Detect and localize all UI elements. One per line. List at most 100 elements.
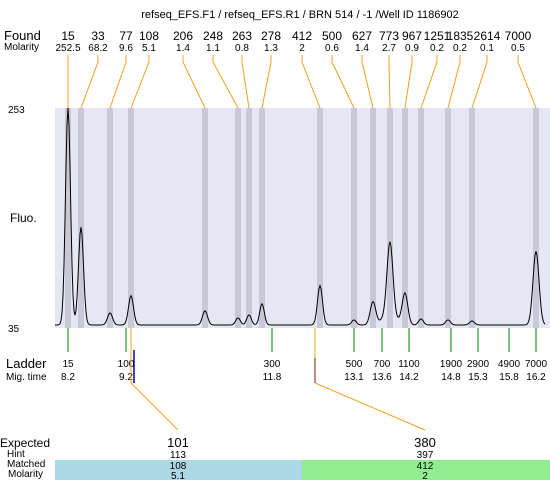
peak-band [235,108,241,328]
peak-band [533,108,539,328]
found-peak-molarity: 5.1 [142,43,156,54]
peak-leader [517,55,537,109]
found-peak-molarity: 0.9 [405,43,419,54]
found-label: Found [4,28,41,43]
found-peak-molarity: 0.2 [430,43,444,54]
ladder-ticks [67,328,537,383]
y-max-tick: 253 [8,105,25,116]
y-axis-label: Fluo. [10,211,37,225]
peak-band [65,108,71,328]
hint-size: 113 [170,450,186,461]
ladder-mig-time: 8.2 [61,372,75,383]
ladder-mig-time: 14.2 [399,372,419,383]
ladder-size: 15 [62,359,74,370]
peak-leader [447,55,461,109]
peak-leader [420,55,438,109]
found-peak-size: 15 [61,29,75,43]
found-peak-size: 263 [232,29,252,43]
peak-leader [130,55,150,109]
found-peak-size: 206 [173,29,193,43]
peak-leader [212,55,239,109]
peak-leader [471,55,488,109]
chart-title: refseq_EFS.F1 / refseq_EFS.R1 / BRN 514 … [141,9,459,21]
ladder-mig-time: 13.6 [372,372,392,383]
peak-leader [80,55,99,109]
found-peak-molarity: 1.4 [355,43,369,54]
found-peak-size: 967 [402,29,422,43]
ladder-size: 2900 [467,359,490,370]
matched-size: 412 [417,461,434,472]
found-peak-molarity: 0.5 [511,43,525,54]
found-peak-molarity: 1.4 [176,43,190,54]
expected-size: 101 [167,435,189,450]
found-peak-size: 278 [261,29,281,43]
peak-band [418,108,424,328]
found-peak-size: 412 [292,29,312,43]
peak-band [246,108,252,328]
ladder-size: 100 [118,359,135,370]
peak-band [128,108,134,328]
ladder-mig-time: 16.2 [526,372,546,383]
hint-label: Hint [7,449,25,460]
found-peak-molarity: 0.1 [480,43,494,54]
mig-time-label: Mig. time [6,372,47,383]
ladder-size: 500 [346,359,363,370]
ladder-size: 7000 [525,359,548,370]
found-peak-molarity: 252.5 [55,43,80,54]
peak-bands [65,108,539,328]
found-peak-size: 773 [379,29,399,43]
peak-band [317,108,323,328]
found-peak-size: 1835 [447,29,474,43]
ladder-mig-time: 14.8 [441,372,461,383]
ladder-mig-time: 15.8 [499,372,519,383]
peak-band [469,108,475,328]
fluorescence-trace [55,107,546,326]
peak-leader [404,55,413,109]
peak-leader [331,55,355,109]
peak-band [402,108,408,328]
peak-band [370,108,376,328]
ladder-row: 15 8.2 100 9.2 300 11.8 500 13.1 700 13.6 1100 14.2… [61,359,548,383]
found-peak-size: 1251 [424,29,451,43]
found-peak-size: 627 [352,29,372,43]
matched-bar [302,460,550,480]
ladder-mig-time: 9.2 [119,372,133,383]
peak-band [351,108,357,328]
matched-label: Matched [7,459,45,470]
expected-size: 380 [414,435,436,450]
matched-bar [55,460,302,480]
peak-leader [109,55,127,109]
found-peak-molarity: 1.3 [264,43,278,54]
ladder-mig-time: 15.3 [468,372,488,383]
peak-leader-lines [67,55,537,109]
found-peak-molarity: 0.2 [453,43,467,54]
found-peak-size: 500 [322,29,342,43]
peak-leader [301,55,321,109]
ladder-size: 4900 [498,359,521,370]
peak-leader [261,55,272,109]
matched-size: 108 [170,461,187,472]
ladder-label: Ladder [6,356,47,371]
found-peak-size: 33 [91,29,105,43]
found-peak-molarity: 0.6 [325,43,339,54]
found-peak-molarity: 9.6 [119,43,133,54]
ladder-mig-time: 13.1 [344,372,364,383]
found-peaks-row: 15252.53368.2779.61085.12061.42481.12630… [55,29,531,54]
found-peak-molarity: 2 [299,43,305,54]
peak-leader [388,55,391,109]
matched-molarity-label: Molarity [8,469,43,480]
expected-leader [130,382,179,431]
peak-band [107,108,113,328]
peak-leader [361,55,374,109]
matched-molarity: 2 [422,471,428,480]
found-peak-size: 248 [203,29,223,43]
ladder-size: 300 [264,359,281,370]
peak-band [202,108,208,328]
plot-area [55,108,550,328]
found-peak-molarity: 68.2 [88,43,108,54]
expected-label: Expected [0,436,50,450]
ladder-size: 1900 [440,359,463,370]
peak-band [259,108,265,328]
